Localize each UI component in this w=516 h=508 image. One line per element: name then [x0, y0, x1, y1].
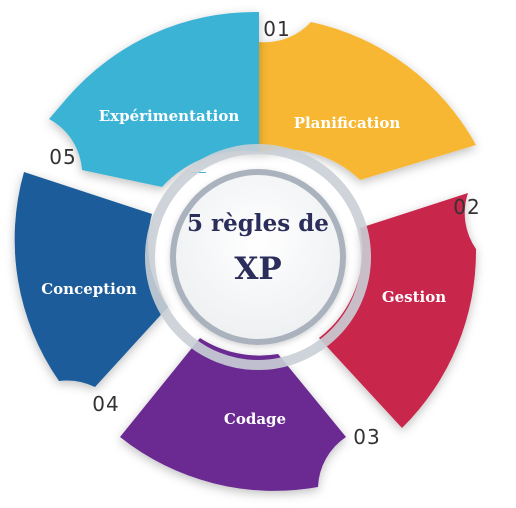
segment-gestion-shape [319, 193, 477, 428]
segment-04-number: 04 [92, 392, 119, 416]
segment-experimentation: Expérimentation 05 [49, 11, 259, 187]
segment-experimentation-label: Expérimentation [99, 107, 240, 125]
segment-gestion-label: Gestion [382, 288, 446, 306]
center-title-line1: 5 règles de [187, 210, 329, 237]
segment-codage-shape [120, 338, 346, 491]
segment-conception-shape [14, 172, 168, 387]
segment-experimentation-shape [49, 11, 259, 187]
segment-conception: Conception 04 [14, 172, 177, 416]
segment-05-number: 05 [49, 145, 76, 169]
segment-gestion: Gestion 02 [319, 193, 480, 428]
segment-planification: Planification 01 [259, 17, 476, 180]
segment-03-number: 03 [353, 425, 380, 449]
segment-02-number: 02 [453, 195, 480, 219]
segment-planification-label: Planification [294, 114, 401, 132]
center-title-line2: XP [234, 251, 281, 287]
outer-ring [145, 144, 371, 370]
segment-codage-label: Codage [224, 410, 286, 428]
center-disc [176, 175, 340, 339]
segment-01-number: 01 [263, 17, 290, 41]
segment-conception-label: Conception [41, 280, 137, 298]
segment-planification-shape [259, 22, 476, 180]
